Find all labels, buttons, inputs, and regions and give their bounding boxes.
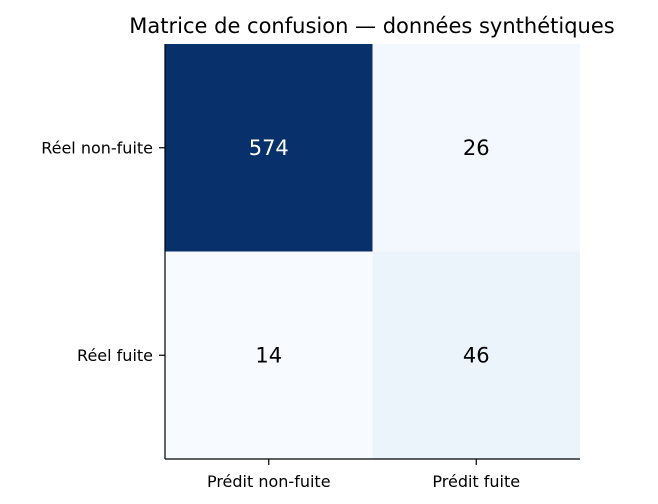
heatmap-cell-value: 574 xyxy=(249,136,289,160)
chart-title: Matrice de confusion — données synthétiq… xyxy=(129,14,614,38)
heatmap-cells xyxy=(165,44,580,459)
heatmap-cell-labels: 574 26 14 46 xyxy=(249,136,490,368)
heatmap-cell xyxy=(165,251,373,459)
chart-axes xyxy=(164,44,580,460)
y-tick-label: Réel fuite xyxy=(77,346,153,365)
heatmap-cell-value: 14 xyxy=(255,343,282,367)
x-ticks: Prédit non-fuite Prédit fuite xyxy=(207,459,520,491)
y-tick-label: Réel non-fuite xyxy=(41,138,153,157)
heatmap-cell-value: 46 xyxy=(463,343,490,367)
heatmap-cell xyxy=(372,44,580,252)
heatmap-cell xyxy=(372,251,580,459)
heatmap-cell-value: 26 xyxy=(463,136,490,160)
x-tick-label: Prédit fuite xyxy=(432,472,520,491)
heatmap-cell xyxy=(165,44,373,252)
y-ticks: Réel non-fuite Réel fuite xyxy=(41,138,165,365)
x-tick-label: Prédit non-fuite xyxy=(207,472,331,491)
